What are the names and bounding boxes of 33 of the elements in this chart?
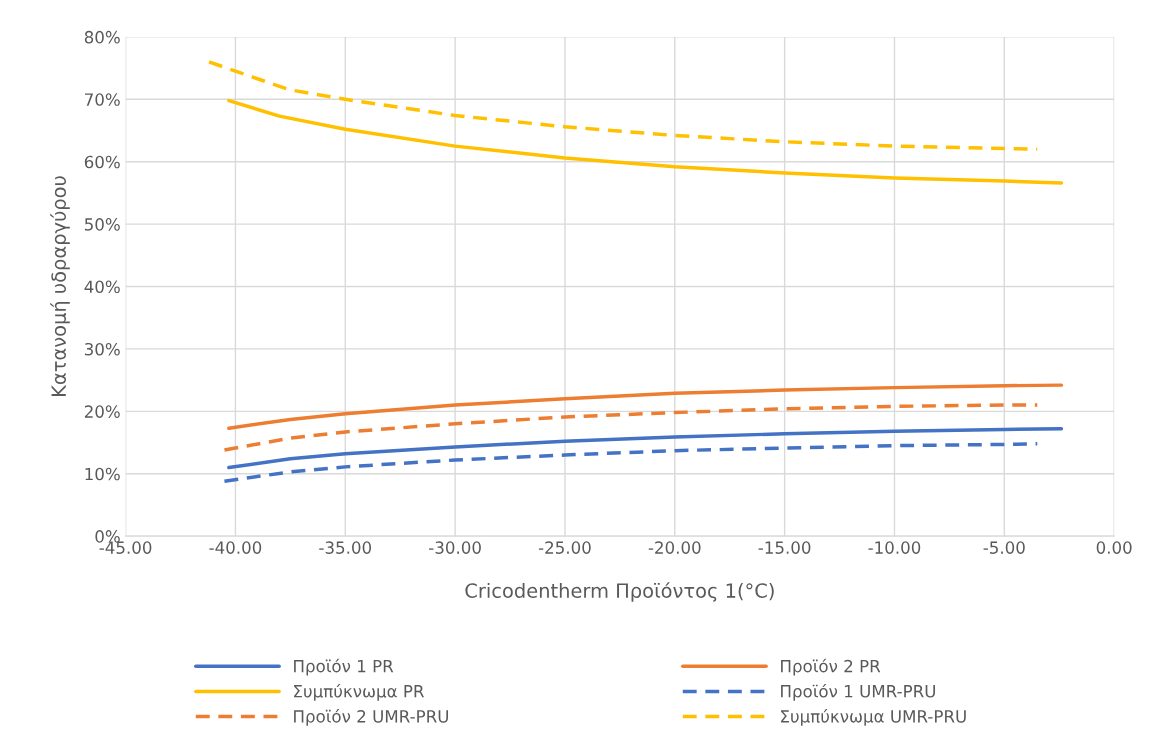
y-tick-label: 20%	[84, 405, 120, 418]
x-tick-label: -5.00	[983, 541, 1025, 554]
legend-label: Συμπύκνωμα PR	[294, 683, 425, 701]
y-tick-label: 80%	[84, 30, 120, 44]
legend-label: Προϊόν 1 PR	[294, 658, 394, 676]
x-tick-label: -40.00	[209, 541, 262, 554]
line-series	[227, 383, 1064, 430]
y-tick-label: 0%	[95, 530, 120, 543]
legend-label: Συμπύκνωμα UMR-PRU	[781, 709, 966, 726]
y-tick-label: 40%	[84, 280, 120, 294]
line-series	[207, 60, 1040, 151]
y-tick-label: 60%	[84, 155, 120, 169]
x-axis-title: Cricodentherm Προϊόντος 1(°C)	[465, 582, 774, 602]
x-tick-label: -25.00	[538, 541, 591, 554]
y-tick-label: 30%	[84, 342, 120, 356]
x-tick-label: -30.00	[429, 541, 481, 554]
x-tick-label: -20.00	[648, 541, 701, 554]
y-tick-label: 50%	[84, 218, 120, 231]
y-tick-label: 10%	[85, 467, 120, 481]
line-series	[222, 442, 1040, 483]
legend-label: Προϊόν 1 UMR-PRU	[781, 683, 935, 701]
x-tick-label: -15.00	[758, 541, 811, 554]
y-tick-label: 70%	[85, 93, 120, 106]
x-tick-label: -35.00	[319, 541, 372, 554]
x-tick-label: 0.00	[1096, 541, 1132, 554]
y-axis-title: Κατανομή υδραργύρου	[50, 176, 70, 396]
legend-label: Προϊόν 2 UMR-PRU	[294, 709, 448, 726]
line-series	[227, 98, 1064, 185]
line-series	[227, 427, 1064, 470]
legend-label: Προϊόν 2 PR	[781, 658, 881, 676]
line-series	[222, 403, 1040, 452]
x-tick-label: -45.00	[99, 541, 152, 554]
x-tick-label: -10.00	[868, 541, 921, 554]
